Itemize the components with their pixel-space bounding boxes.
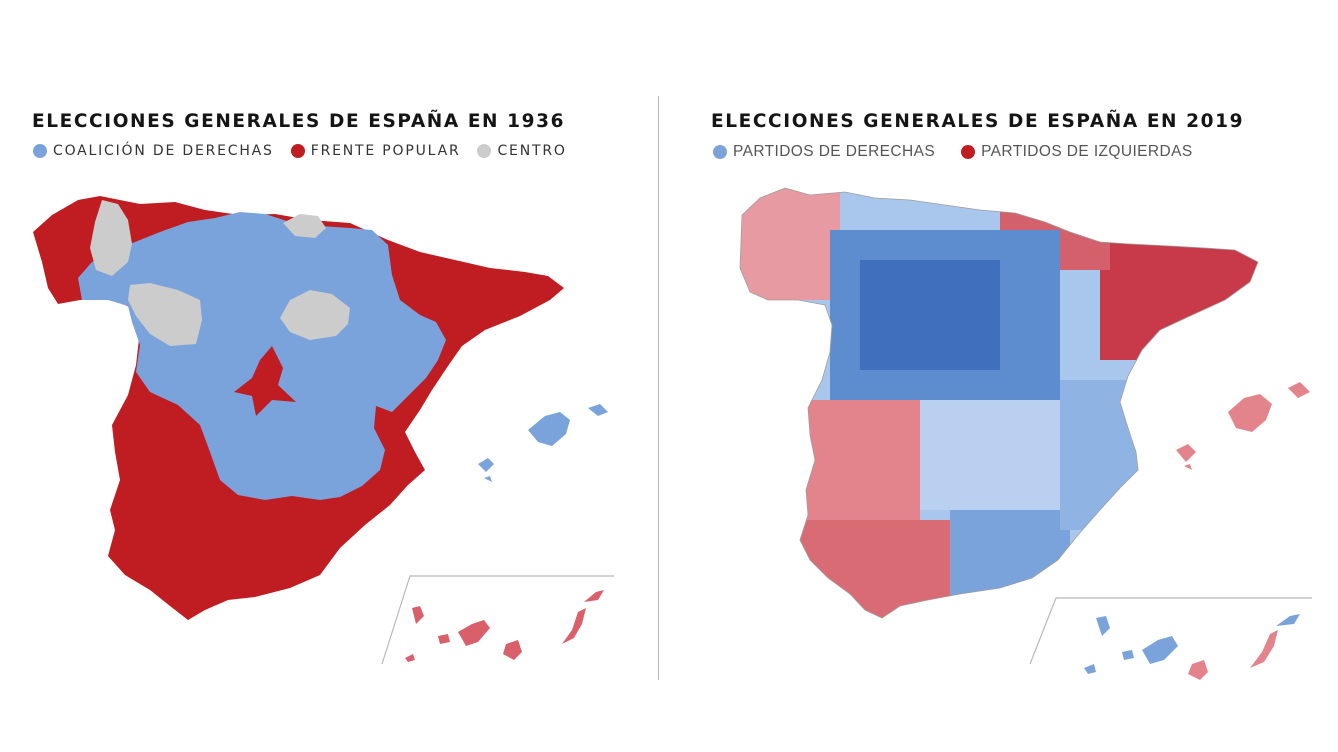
legend-swatch-gray [477, 144, 492, 158]
canary-inset-frame [1029, 597, 1312, 665]
zone-andalusia-west [800, 520, 950, 618]
legend-swatch-blue [33, 144, 47, 158]
legend-item-partidos-derechas: PARTIDOS DE DERECHAS [713, 143, 935, 161]
legend-label: FRENTE POPULAR [310, 143, 461, 159]
island-lanzarote [584, 590, 604, 602]
island-mallorca [1228, 394, 1272, 432]
island-la-palma [1096, 616, 1110, 636]
spain-map-1936 [33, 196, 614, 665]
island-menorca [1288, 382, 1310, 398]
island-mallorca [528, 412, 570, 446]
legend-item-partidos-izquierdas: PARTIDOS DE IZQUIERDAS [961, 143, 1192, 161]
region-centro-lugo [90, 200, 132, 276]
zone-la-mancha [920, 400, 1060, 510]
legend-item-coalicion-derechas: COALICIÓN DE DERECHAS [33, 143, 274, 159]
panel-divider [658, 96, 659, 680]
map-panel-2019: ELECCIONES GENERALES DE ESPAÑA EN 2019 P… [660, 0, 1338, 752]
canary-inset-frame [381, 575, 614, 665]
legend-swatch-red [290, 144, 305, 158]
island-la-gomera [1122, 650, 1134, 660]
legend-label: COALICIÓN DE DERECHAS [53, 143, 274, 159]
island-formentera [484, 476, 492, 482]
island-gran-canaria [1188, 660, 1208, 680]
spain-map-2019 [739, 187, 1312, 680]
region-centro-soria [280, 290, 350, 340]
zone-catalonia [1100, 230, 1258, 360]
region-madrid [234, 346, 296, 416]
island-tenerife [458, 620, 490, 646]
map-title-1936: ELECCIONES GENERALES DE ESPAÑA EN 1936 [32, 111, 566, 132]
map-panel-1936: ELECCIONES GENERALES DE ESPAÑA EN 1936 C… [0, 0, 659, 752]
legend-label: PARTIDOS DE IZQUIERDAS [981, 143, 1193, 160]
zone-castile-core [860, 260, 1000, 370]
legend-item-frente-popular: FRENTE POPULAR [290, 143, 461, 159]
legend-2019: PARTIDOS DE DERECHAS PARTIDOS DE IZQUIER… [713, 143, 1219, 161]
map-title-2019: ELECCIONES GENERALES DE ESPAÑA EN 2019 [711, 111, 1245, 132]
legend-1936: COALICIÓN DE DERECHAS FRENTE POPULAR CEN… [33, 143, 584, 159]
island-lanzarote [1276, 614, 1300, 626]
zone-northwest [740, 188, 840, 300]
island-el-hierro [1084, 664, 1096, 674]
island-el-hierro [405, 654, 415, 662]
island-ibiza [1176, 444, 1196, 462]
legend-label: CENTRO [497, 143, 567, 159]
island-formentera [1184, 464, 1192, 470]
peninsula-outline [739, 187, 1259, 619]
island-tenerife [1142, 636, 1178, 664]
legend-swatch-red [961, 145, 976, 159]
island-gran-canaria [503, 640, 522, 660]
island-fuerteventura [1250, 630, 1278, 668]
island-la-gomera [438, 634, 450, 644]
island-menorca [588, 404, 608, 416]
legend-item-centro: CENTRO [477, 143, 566, 159]
legend-swatch-blue [713, 145, 727, 159]
region-centro-north [283, 214, 326, 238]
island-fuerteventura [562, 608, 586, 644]
region-centro-leon [128, 283, 202, 346]
island-ibiza [478, 458, 494, 472]
legend-label: PARTIDOS DE DERECHAS [733, 143, 936, 160]
zone-extremadura [790, 400, 920, 540]
region-coalicion-derechas [78, 212, 446, 500]
island-la-palma [412, 606, 424, 624]
